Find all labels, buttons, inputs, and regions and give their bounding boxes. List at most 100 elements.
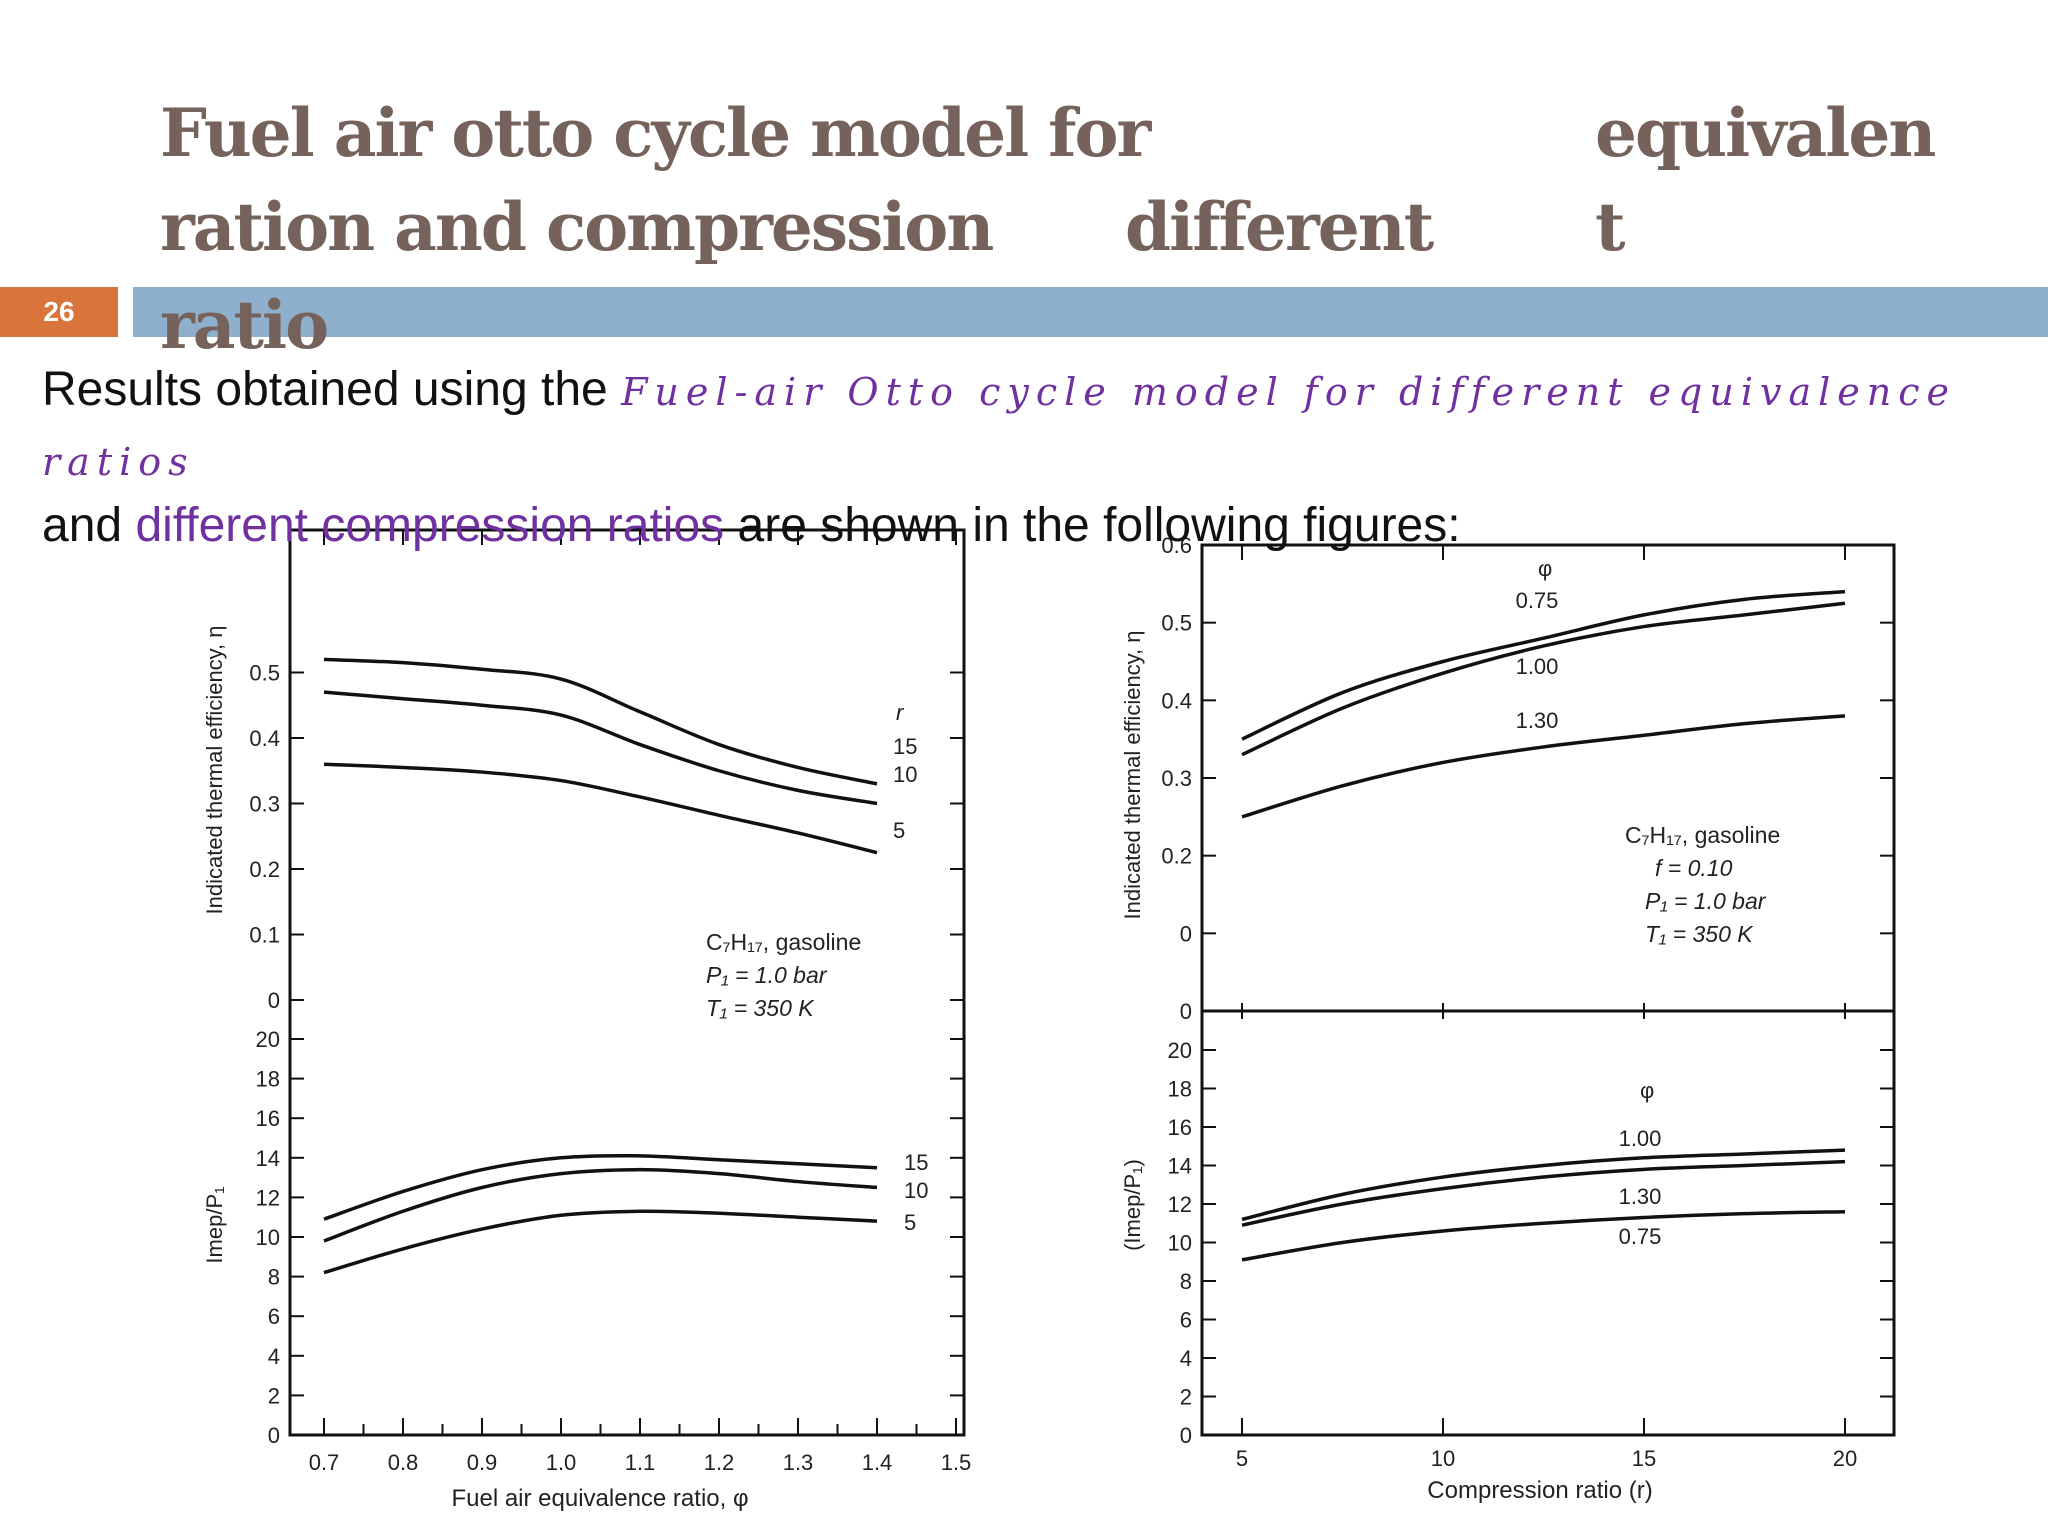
y-tick-label: 0 bbox=[268, 1423, 280, 1448]
left-figure-frame bbox=[288, 528, 966, 1437]
y-tick-label: 0.4 bbox=[1161, 688, 1192, 713]
series-line-15 bbox=[323, 657, 878, 786]
right-bottom-legend-title: φ bbox=[1640, 1078, 1654, 1103]
axes-layer bbox=[290, 530, 1894, 1436]
left-top-ylabel: Indicated thermal efficiency, η bbox=[202, 625, 227, 914]
right-annotation-line-2: f = 0.10 bbox=[1655, 855, 1733, 881]
y-tick-label: 0.5 bbox=[1161, 611, 1192, 636]
y-tick-label: 12 bbox=[1168, 1192, 1192, 1217]
x-tick-label: 1.1 bbox=[625, 1450, 656, 1475]
labels-layer: 0 0.1 0.2 0.3 0.4 0.5 0 2 4 6 8 10 12 14 16 18 20 0 0 0.2 0.… bbox=[249, 533, 1857, 1475]
compression-ratios-phrase: different compression ratios bbox=[135, 499, 725, 552]
y-tick-label: 0.3 bbox=[249, 792, 280, 817]
y-tick-label: 16 bbox=[1168, 1115, 1192, 1140]
title-word-equivalen: equivalen bbox=[1595, 94, 1936, 172]
series-label: 10 bbox=[904, 1178, 928, 1203]
right-annotation-line-1: C₇H₁₇, gasoline bbox=[1625, 822, 1780, 848]
series-label: 1.30 bbox=[1619, 1184, 1662, 1209]
x-tick-label: 10 bbox=[1431, 1446, 1455, 1471]
series-line-10 bbox=[323, 1167, 878, 1243]
series-label: 0.75 bbox=[1516, 588, 1559, 613]
y-tick-label: 6 bbox=[268, 1304, 280, 1329]
y-tick-label: 0.2 bbox=[249, 857, 280, 882]
y-tick-label: 0.6 bbox=[1161, 533, 1192, 558]
and-word: and bbox=[42, 499, 123, 552]
series-label: 5 bbox=[904, 1210, 916, 1235]
x-tick-label: 20 bbox=[1833, 1446, 1857, 1471]
right-annotation-line-3: P₁ = 1.0 bar bbox=[1645, 888, 1767, 914]
y-tick-label: 8 bbox=[268, 1265, 280, 1290]
series-line-1.00 bbox=[1241, 601, 1846, 757]
y-tick-label: 0 bbox=[1180, 1423, 1192, 1448]
x-tick-label: 5 bbox=[1236, 1446, 1248, 1471]
series-label: 1.00 bbox=[1619, 1126, 1662, 1151]
x-tick-label: 1.0 bbox=[546, 1450, 577, 1475]
x-tick-label: 1.2 bbox=[704, 1450, 735, 1475]
right-xlabel: Compression ratio (r) bbox=[1427, 1477, 1652, 1504]
series-label: 5 bbox=[893, 818, 905, 843]
series-line-1.00 bbox=[1241, 1148, 1846, 1222]
y-tick-label: 20 bbox=[1168, 1038, 1192, 1063]
figures-suffix: are shown in the following figures: bbox=[737, 499, 1461, 552]
left-annotation-line-2: P₁ = 1.0 bar bbox=[706, 962, 828, 988]
series-label: 1.30 bbox=[1516, 708, 1559, 733]
y-tick-label: 10 bbox=[1168, 1231, 1192, 1256]
title-line-1: Fuel air otto cycle model for bbox=[160, 94, 1151, 172]
series-line-1.30 bbox=[1241, 714, 1846, 819]
x-tick-label: 0.9 bbox=[467, 1450, 498, 1475]
y-tick-label: 2 bbox=[268, 1383, 280, 1408]
figures-line: and different compression ratios are sho… bbox=[42, 498, 1461, 553]
x-tick-label: 1.5 bbox=[941, 1450, 972, 1475]
series-label: 1.00 bbox=[1516, 654, 1559, 679]
right-figure-frame bbox=[1200, 543, 1896, 1437]
page-number: 26 bbox=[0, 287, 118, 337]
y-tick-label: 14 bbox=[1168, 1154, 1192, 1179]
y-tick-label: 4 bbox=[268, 1344, 280, 1369]
title-word-t: t bbox=[1595, 188, 1625, 266]
results-script-text: Fuel-air Otto cycle model for different … bbox=[621, 370, 1957, 414]
right-bottom-ylabel: (Imep/P₁) bbox=[1120, 1159, 1145, 1251]
lines-layer bbox=[323, 589, 1846, 1275]
title-line-3: ratio bbox=[160, 286, 329, 364]
right-top-legend-title: φ bbox=[1538, 556, 1552, 581]
y-tick-label: 14 bbox=[256, 1146, 280, 1171]
y-tick-label: 0.4 bbox=[249, 726, 280, 751]
y-tick-label: 0.2 bbox=[1161, 844, 1192, 869]
series-label: 15 bbox=[904, 1150, 928, 1175]
x-tick-label: 15 bbox=[1632, 1446, 1656, 1471]
y-tick-label: 0.3 bbox=[1161, 766, 1192, 791]
y-tick-label: 2 bbox=[1180, 1385, 1192, 1410]
results-script-wrap: ratios bbox=[42, 440, 195, 484]
x-tick-label: 0.7 bbox=[309, 1450, 340, 1475]
y-tick-label: 12 bbox=[256, 1185, 280, 1210]
y-tick-label: 20 bbox=[256, 1027, 280, 1052]
y-tick-label: 6 bbox=[1180, 1308, 1192, 1333]
y-tick-label: 4 bbox=[1180, 1346, 1192, 1371]
x-tick-label: 1.4 bbox=[862, 1450, 893, 1475]
y-tick-label: 0 bbox=[1180, 999, 1192, 1024]
left-bottom-ylabel: Imep/P₁ bbox=[202, 1186, 227, 1263]
x-tick-label: 1.3 bbox=[783, 1450, 814, 1475]
title-line-2: ration and compression bbox=[160, 188, 994, 266]
y-tick-label: 0 bbox=[268, 988, 280, 1013]
left-legend-title: r bbox=[896, 700, 905, 725]
series-line-1.30 bbox=[1241, 1159, 1846, 1227]
left-xlabel: Fuel air equivalence ratio, φ bbox=[451, 1485, 748, 1512]
y-tick-label: 18 bbox=[256, 1067, 280, 1092]
series-line-10 bbox=[323, 690, 878, 806]
y-tick-label: 16 bbox=[256, 1106, 280, 1131]
right-annotation-line-4: T₁ = 350 K bbox=[1645, 921, 1754, 947]
right-top-ylabel: Indicated thermal efficiency, η bbox=[1120, 630, 1145, 919]
y-tick-label: 18 bbox=[1168, 1077, 1192, 1102]
left-annotation-line-1: C₇H₁₇, gasoline bbox=[706, 929, 861, 955]
series-label: 10 bbox=[893, 762, 917, 787]
series-line-5 bbox=[323, 762, 878, 855]
series-line-0.75 bbox=[1241, 589, 1846, 741]
series-label: 15 bbox=[893, 734, 917, 759]
results-prefix: Results obtained using the bbox=[42, 363, 608, 416]
series-line-0.75 bbox=[1241, 1209, 1846, 1262]
y-tick-label: 8 bbox=[1180, 1269, 1192, 1294]
y-tick-label: 0.1 bbox=[249, 923, 280, 948]
header-divider-bar bbox=[133, 287, 2048, 337]
